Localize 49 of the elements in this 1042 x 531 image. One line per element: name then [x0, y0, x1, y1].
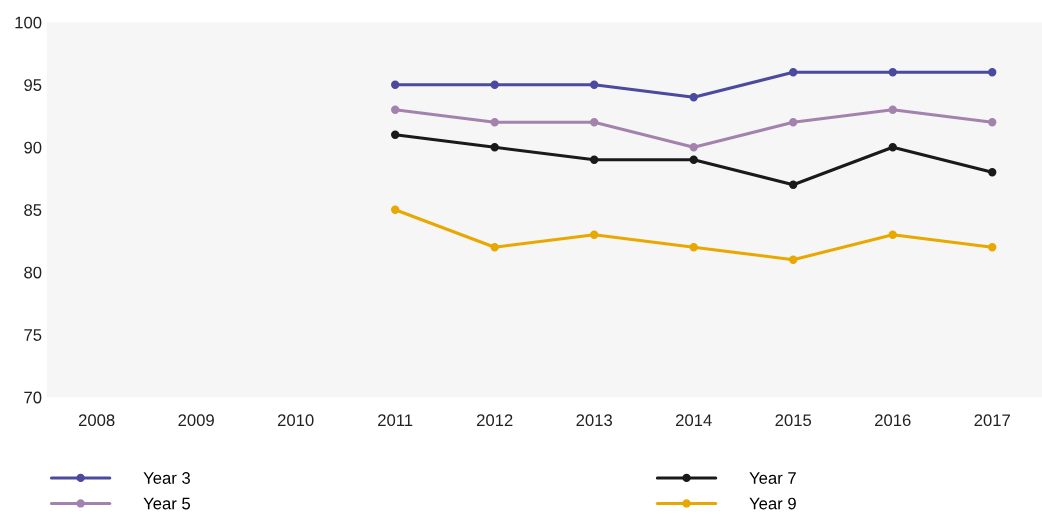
x-tick-label: 2015 [775, 414, 812, 427]
y-tick-label: 85 [24, 204, 42, 216]
x-tick-label: 2009 [178, 414, 214, 427]
point [988, 168, 997, 177]
point [888, 68, 897, 77]
point [391, 130, 400, 139]
legend-label: Year 3 [143, 472, 190, 484]
y-tick-label: 90 [24, 141, 42, 154]
point [689, 155, 698, 164]
point [988, 118, 997, 127]
point [988, 68, 997, 77]
legend-label: Year 5 [143, 497, 191, 510]
point [988, 243, 997, 252]
point [391, 205, 400, 214]
y-tick-label: 100 [15, 16, 42, 29]
x-tick-label: 2014 [676, 414, 712, 427]
point [590, 80, 599, 89]
point [689, 143, 698, 152]
point [888, 143, 897, 152]
x-tick-label: 2008 [78, 414, 115, 427]
x-tick-label: 2010 [277, 414, 314, 427]
x-tick-label: 2017 [974, 414, 1010, 427]
point [789, 118, 798, 127]
x-tick-label: 2012 [476, 414, 513, 427]
point [789, 180, 798, 189]
point [888, 105, 897, 114]
y-tick-label: 80 [24, 266, 42, 279]
x-tick-label: 2016 [875, 414, 911, 427]
y-tick-label: 70 [24, 391, 42, 404]
point [590, 230, 599, 239]
point [789, 255, 798, 264]
point [789, 68, 798, 77]
x-tick-label: 2013 [576, 414, 613, 427]
legend-label: Year 7 [749, 472, 796, 484]
legend-label: Year 9 [749, 497, 796, 510]
point [888, 230, 897, 239]
point [590, 118, 599, 127]
point [689, 93, 698, 102]
point [391, 80, 400, 89]
x-tick-label: 2011 [378, 414, 413, 427]
point [689, 243, 698, 252]
point [490, 243, 499, 252]
point [490, 143, 499, 152]
point [490, 118, 499, 127]
y-tick-label: 95 [24, 79, 42, 91]
point [391, 105, 400, 114]
point [590, 155, 599, 164]
point [490, 80, 499, 89]
y-tick-label: 75 [24, 329, 42, 341]
